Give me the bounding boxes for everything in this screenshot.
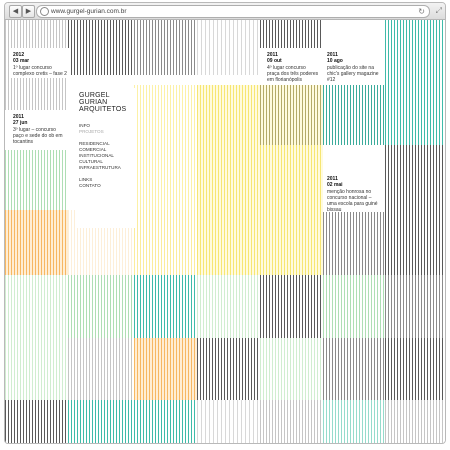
stripe-tile (260, 275, 323, 338)
stripe-tile (385, 400, 445, 443)
stripe-tile (197, 400, 260, 443)
stripe-tile (134, 338, 197, 400)
news-text: publicação do site na chic's gallery mag… (327, 65, 379, 83)
news-year: 2011 (13, 114, 24, 120)
stripe-tile (260, 20, 323, 48)
menu-institucional[interactable]: INSTITUCIONAL (79, 153, 114, 158)
stripe-tile (5, 275, 68, 338)
menu-infraestrutura[interactable]: INFRAESTRUTURA (79, 165, 121, 170)
forward-icon: ▶ (25, 8, 32, 15)
stripe-tile (5, 210, 68, 275)
page-viewport: 2012 03 mar 1º lugar concurso complexo c… (5, 20, 445, 443)
stripe-tile (68, 275, 134, 338)
stripe-tile (68, 20, 134, 75)
browser-window: ◀ ▶ www.gurgel-gurian.com.br ↻ ⤢ (4, 2, 446, 444)
stripe-tile (385, 275, 445, 338)
stripe-tile (323, 275, 385, 338)
stripe-tile (5, 20, 68, 50)
menu-links[interactable]: LINKS (79, 177, 93, 182)
menu-residencial[interactable]: RESIDENCIAL (79, 141, 110, 146)
logo-line: GURGEL (79, 92, 110, 99)
menu-projetos[interactable]: PROJETOS (79, 129, 104, 134)
menu-info[interactable]: INFO (79, 123, 90, 128)
news-item[interactable]: 2011 09 out 4º lugar concurso praça dos … (263, 48, 323, 85)
globe-icon (40, 7, 49, 16)
news-text: menção honrosa no concurso nacional – um… (327, 189, 378, 213)
stripe-tile (5, 400, 68, 443)
stripe-tile (134, 210, 197, 275)
stripe-tile (323, 210, 385, 275)
stripe-tile (385, 338, 445, 400)
news-year: 2011 (327, 176, 338, 182)
stripe-tile (5, 150, 68, 210)
reload-icon[interactable]: ↻ (418, 7, 425, 16)
news-year: 2011 (327, 52, 338, 58)
address-bar[interactable]: www.gurgel-gurian.com.br ↻ (36, 5, 430, 18)
news-text: 3º lugar – concurso paço e sede do ob em… (13, 127, 63, 145)
menu-contato[interactable]: CONTATO (79, 183, 101, 188)
main-menu: INFO PROJETOS RESIDENCIAL COMERCIAL INST… (79, 123, 133, 189)
menu-cultural[interactable]: CULTURAL (79, 159, 103, 164)
site-header: GURGEL GURIAN ARQUITETOS INFO PROJETOS R… (75, 88, 137, 228)
logo-line: GURIAN (79, 99, 108, 106)
back-button[interactable]: ◀ (9, 5, 22, 18)
stripe-tile (5, 338, 68, 400)
site-logo[interactable]: GURGEL GURIAN ARQUITETOS (79, 92, 133, 113)
stripe-tile (134, 85, 197, 210)
stripe-tile (134, 20, 197, 75)
stripe-tile (197, 275, 260, 338)
back-icon: ◀ (12, 8, 19, 15)
news-item[interactable]: 2011 10 ago publicação do site na chic's… (323, 48, 385, 85)
news-date: 03 mar (13, 58, 30, 64)
stripe-tile (323, 338, 385, 400)
news-item[interactable]: 2012 03 mar 1º lugar concurso complexo c… (9, 48, 71, 78)
stripe-tile (260, 85, 323, 145)
news-text: 4º lugar concurso praça dos três poderes… (267, 65, 319, 83)
stripe-tile (68, 400, 134, 443)
stripe-tile (260, 338, 323, 400)
news-year: 2012 (13, 52, 25, 58)
news-date: 27 jun (13, 120, 28, 126)
stripe-tile (68, 338, 134, 400)
news-date: 02 mai (327, 182, 343, 188)
news-item[interactable]: 2011 27 jun 3º lugar – concurso paço e s… (9, 110, 71, 150)
stripe-tile (197, 338, 260, 400)
browser-toolbar: ◀ ▶ www.gurgel-gurian.com.br ↻ ⤢ (5, 3, 445, 20)
news-year: 2011 (267, 52, 278, 58)
stripe-tile (134, 400, 197, 443)
news-date: 09 out (267, 58, 282, 64)
stripe-tile (260, 400, 323, 443)
stripe-tile (323, 400, 385, 443)
forward-button[interactable]: ▶ (22, 5, 35, 18)
stripe-tile (197, 20, 260, 75)
logo-line: ARQUITETOS (79, 106, 127, 113)
stripe-tile (385, 20, 445, 145)
stripe-tile (323, 85, 385, 145)
stripe-tile (134, 275, 197, 338)
resize-icon[interactable]: ⤢ (435, 6, 442, 15)
news-item[interactable]: 2011 02 mai menção honrosa no concurso n… (323, 172, 385, 213)
news-text: 1º lugar concurso complexo cretis – fase… (13, 65, 67, 77)
menu-comercial[interactable]: COMERCIAL (79, 147, 107, 152)
url-text: www.gurgel-gurian.com.br (51, 8, 127, 15)
stripe-tile (385, 145, 445, 275)
news-date: 10 ago (327, 58, 343, 64)
stripe-tile (197, 85, 323, 275)
